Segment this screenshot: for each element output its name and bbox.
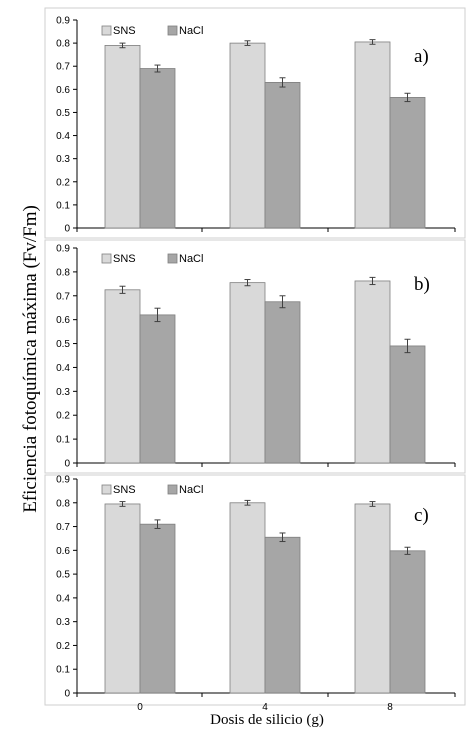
y-tick-label: 0.8: [56, 498, 70, 509]
bar-sns-0: [104, 503, 141, 694]
bar-nacl-0: [139, 523, 176, 694]
y-tick-label: 0.7: [56, 522, 70, 533]
legend-label-nacl: NaCl: [179, 253, 203, 265]
y-tick-label: 0.6: [56, 85, 70, 96]
y-tick-label: 0.2: [56, 641, 70, 652]
y-tick-label: 0.1: [56, 665, 70, 676]
legend-label-sns: SNS: [113, 484, 136, 496]
bar-nacl-8: [389, 345, 426, 464]
bar-nacl-4: [264, 536, 301, 694]
panels: 0 0.1 0.2 0.3 0.4 0.5 0.6 0.7 0.8 0.9 SNS NaCl a) 0 0.…: [44, 7, 466, 713]
legend-label-nacl: NaCl: [179, 484, 203, 496]
panel-3: 0 0.1 0.2 0.3 0.4 0.5 0.6 0.7 0.8 0.9 0 4 8 SNS NaCl c): [44, 474, 466, 713]
legend-swatch-sns: [101, 253, 112, 264]
y-tick-label: 0.2: [56, 411, 70, 422]
legend-label-sns: SNS: [113, 25, 136, 37]
legend-label-sns: SNS: [113, 253, 136, 265]
y-tick-label: 0: [64, 459, 70, 470]
y-tick-label: 0.6: [56, 546, 70, 557]
x-axis-label: Dosis de silicio (g): [210, 712, 324, 728]
y-tick-label: 0.7: [56, 62, 70, 73]
y-tick-label: 0.7: [56, 291, 70, 302]
panel-letter: c): [414, 505, 429, 526]
x-tick-label: 0: [137, 702, 143, 713]
bar-nacl-4: [264, 82, 301, 229]
bar-sns-8: [354, 503, 391, 694]
panel-2: 0 0.1 0.2 0.3 0.4 0.5 0.6 0.7 0.8 0.9 SNS NaCl b): [44, 239, 466, 474]
legend-swatch-nacl: [167, 484, 178, 495]
bar-nacl-0: [139, 314, 176, 464]
y-tick-label: 0.3: [56, 617, 70, 628]
y-tick-label: 0.3: [56, 387, 70, 398]
y-tick-label: 0.2: [56, 177, 70, 188]
y-tick-label: 0.4: [56, 131, 70, 142]
legend-swatch-sns: [101, 484, 112, 495]
bar-nacl-4: [264, 301, 301, 464]
y-tick-label: 0: [64, 689, 70, 700]
y-tick-label: 0.5: [56, 570, 70, 581]
legend-swatch-sns: [101, 25, 112, 36]
y-tick-label: 0.6: [56, 315, 70, 326]
y-tick-label: 0.1: [56, 200, 70, 211]
legend-swatch-nacl: [167, 25, 178, 36]
y-tick-label: 0.9: [56, 475, 70, 486]
legend-swatch-nacl: [167, 253, 178, 264]
y-tick-label: 0.3: [56, 154, 70, 165]
x-tick-label: 8: [387, 702, 393, 713]
y-tick-label: 0.8: [56, 39, 70, 50]
y-tick-label: 0.9: [56, 16, 70, 27]
y-tick-label: 0.4: [56, 593, 70, 604]
y-tick-label: 0.4: [56, 363, 70, 374]
bar-sns-4: [229, 282, 266, 464]
bar-nacl-8: [389, 97, 426, 229]
y-tick-label: 0: [64, 224, 70, 235]
bar-sns-4: [229, 502, 266, 694]
y-tick-label: 0.1: [56, 435, 70, 446]
y-tick-label: 0.5: [56, 339, 70, 350]
bar-nacl-8: [389, 550, 426, 694]
bar-nacl-0: [139, 68, 176, 229]
y-axis-label: Eficiencia fotoquímica máxima (Fv/Fm): [20, 205, 41, 513]
bar-sns-0: [104, 45, 141, 229]
y-tick-label: 0.8: [56, 267, 70, 278]
y-tick-label: 0.9: [56, 244, 70, 255]
bar-sns-0: [104, 289, 141, 464]
panel-letter: a): [414, 46, 429, 67]
legend-label-nacl: NaCl: [179, 25, 203, 37]
panel-letter: b): [414, 274, 430, 295]
bar-sns-8: [354, 280, 391, 464]
bar-sns-4: [229, 42, 266, 229]
bar-sns-8: [354, 41, 391, 229]
panel-1: 0 0.1 0.2 0.3 0.4 0.5 0.6 0.7 0.8 0.9 SNS NaCl a): [44, 7, 466, 239]
x-tick-label: 4: [262, 702, 268, 713]
y-tick-label: 0.5: [56, 108, 70, 119]
